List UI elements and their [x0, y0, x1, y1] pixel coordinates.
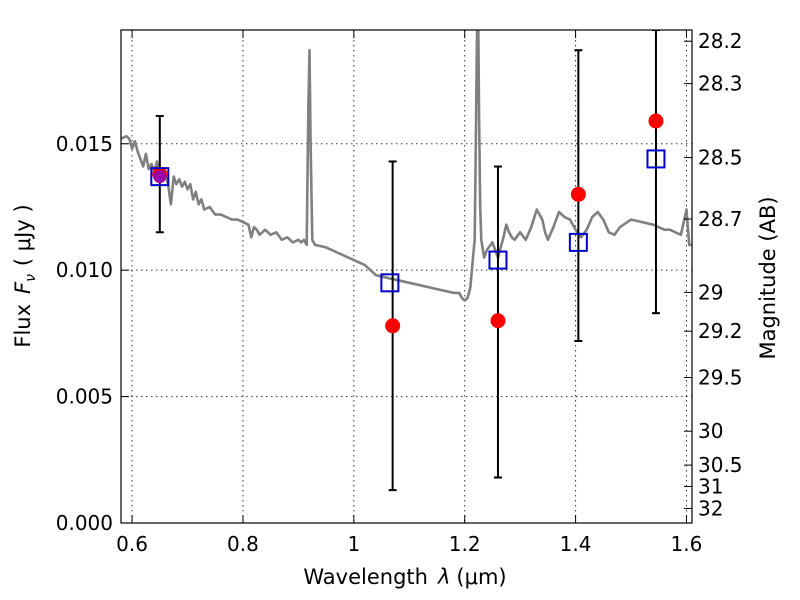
y-axis-title-symbol: F — [11, 281, 35, 294]
x-tick-label-3: 1.2 — [449, 532, 481, 556]
x-tick-label-2: 1 — [347, 532, 360, 556]
x-axis-title-text: Wavelength — [303, 565, 428, 589]
y2-tick-label-6: 29.5 — [698, 366, 743, 390]
y-tick-label-2: 0.010 — [56, 258, 113, 282]
plot-frame — [120, 29, 693, 524]
y-axis-title: Flux Fν ( μJy ) — [11, 204, 39, 347]
observed-point-3 — [570, 186, 586, 202]
y-axis-title-text: Flux — [11, 304, 35, 348]
overlap-marker-0 — [153, 170, 167, 184]
x-axis-title: Wavelength λ (μm) — [303, 565, 506, 589]
x-tick-label-0: 0.6 — [116, 532, 148, 556]
x-axis-title-symbol: λ — [437, 565, 450, 589]
plot-clipped-group — [121, 30, 692, 492]
synthetic-square-1 — [380, 273, 400, 293]
synthetic-square-4 — [646, 149, 666, 169]
synthetic-square-3 — [568, 232, 588, 252]
x-tick-label-5: 1.6 — [671, 532, 703, 556]
observed-point-2 — [490, 313, 506, 329]
y-tick-label-0: 0.000 — [56, 511, 113, 535]
y2-tick-label-2: 28.5 — [698, 146, 743, 170]
synthetic-square-0 — [150, 167, 170, 187]
y-axis-title-subscript: ν — [23, 274, 39, 282]
synthetic-square-2 — [488, 250, 508, 270]
y2-tick-label-5: 29.2 — [698, 319, 743, 343]
y-tick-label-3: 0.015 — [56, 132, 113, 156]
x-axis-title-unit: (μm) — [456, 565, 506, 589]
y-tick-label-1: 0.005 — [56, 385, 113, 409]
y2-axis-title: Magnitude (AB) — [756, 196, 780, 359]
y2-tick-label-7: 30 — [698, 419, 723, 443]
y2-tick-label-4: 29 — [698, 280, 723, 304]
y2-tick-label-8: 30.5 — [698, 453, 743, 477]
observed-point-1 — [385, 318, 401, 334]
x-tick-label-4: 1.4 — [560, 532, 592, 556]
y2-tick-label-0: 28.2 — [698, 29, 743, 53]
y2-tick-label-10: 32 — [698, 496, 723, 520]
y-axis-title-unit: ( μJy ) — [11, 204, 35, 266]
model-spectrum-line — [121, 30, 692, 302]
x-tick-label-1: 0.8 — [227, 532, 259, 556]
plot-layer — [121, 30, 692, 492]
observed-point-4 — [648, 113, 664, 129]
y2-tick-label-9: 31 — [698, 474, 723, 498]
tick-layer: 0.6 0.8 1 1.2 1.4 1.6 0.000 0.005 0.010 0.015 28.2… — [56, 29, 743, 556]
y2-tick-label-1: 28.3 — [698, 72, 743, 96]
y2-tick-label-3: 28.7 — [698, 207, 743, 231]
